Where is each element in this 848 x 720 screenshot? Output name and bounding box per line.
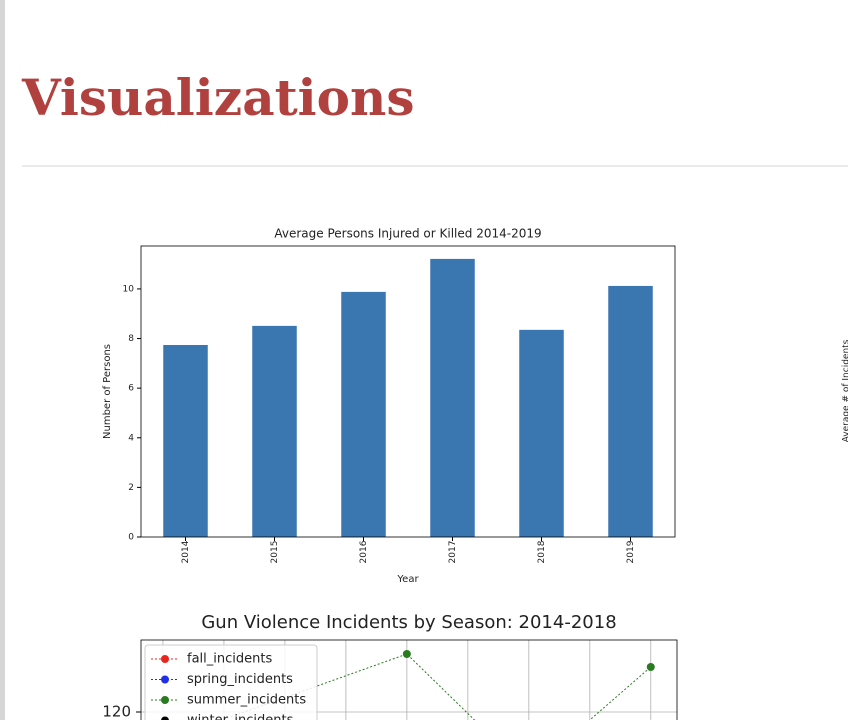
legend-label: winter_incidents: [187, 713, 294, 720]
y-axis-label: Number of Persons: [102, 344, 113, 439]
legend-box: [144, 644, 318, 720]
x-tick-label: 2015: [270, 541, 280, 564]
y-tick-label: 4: [128, 433, 134, 443]
point: [646, 663, 655, 671]
y-tick-label: 6: [128, 384, 134, 394]
chart-title: Gun Violence Incidents by Season: 2014-2…: [201, 612, 616, 633]
bar: [519, 329, 564, 537]
x-tick-label: 2014: [181, 540, 191, 563]
point: [402, 650, 411, 658]
plot-frame: [140, 639, 678, 720]
y-tick-label: 0: [128, 533, 134, 543]
y-tick-label: 10: [123, 284, 135, 294]
y-tick-label: 120: [102, 703, 131, 720]
y-tick-label: 8: [128, 334, 134, 344]
x-tick-label: 2018: [537, 540, 547, 563]
legend-marker: [161, 675, 169, 684]
legend-label: spring_incidents: [187, 672, 293, 687]
legend-label: summer_incidents: [187, 693, 306, 708]
x-tick-label: 2017: [448, 541, 458, 564]
bar: [252, 325, 297, 537]
bar: [163, 344, 208, 537]
bar: [608, 285, 653, 537]
x-axis-label: Year: [396, 574, 419, 585]
legend-label: fall_incidents: [187, 652, 272, 667]
cut-off-axis-label: Average # of Incidents: [842, 339, 848, 442]
bar: [430, 258, 475, 537]
legend-marker: [161, 655, 169, 663]
bar: [341, 291, 386, 537]
side-border: [0, 0, 5, 720]
legend-marker: [161, 716, 169, 720]
plot-frame: [140, 245, 676, 538]
page-heading: Visualizations: [21, 68, 415, 127]
legend-marker: [161, 696, 169, 704]
x-tick-label: 2019: [626, 540, 636, 563]
y-tick-label: 2: [128, 483, 134, 493]
chart-title: Average Persons Injured or Killed 2014-2…: [274, 227, 541, 241]
x-tick-label: 2016: [359, 540, 369, 563]
